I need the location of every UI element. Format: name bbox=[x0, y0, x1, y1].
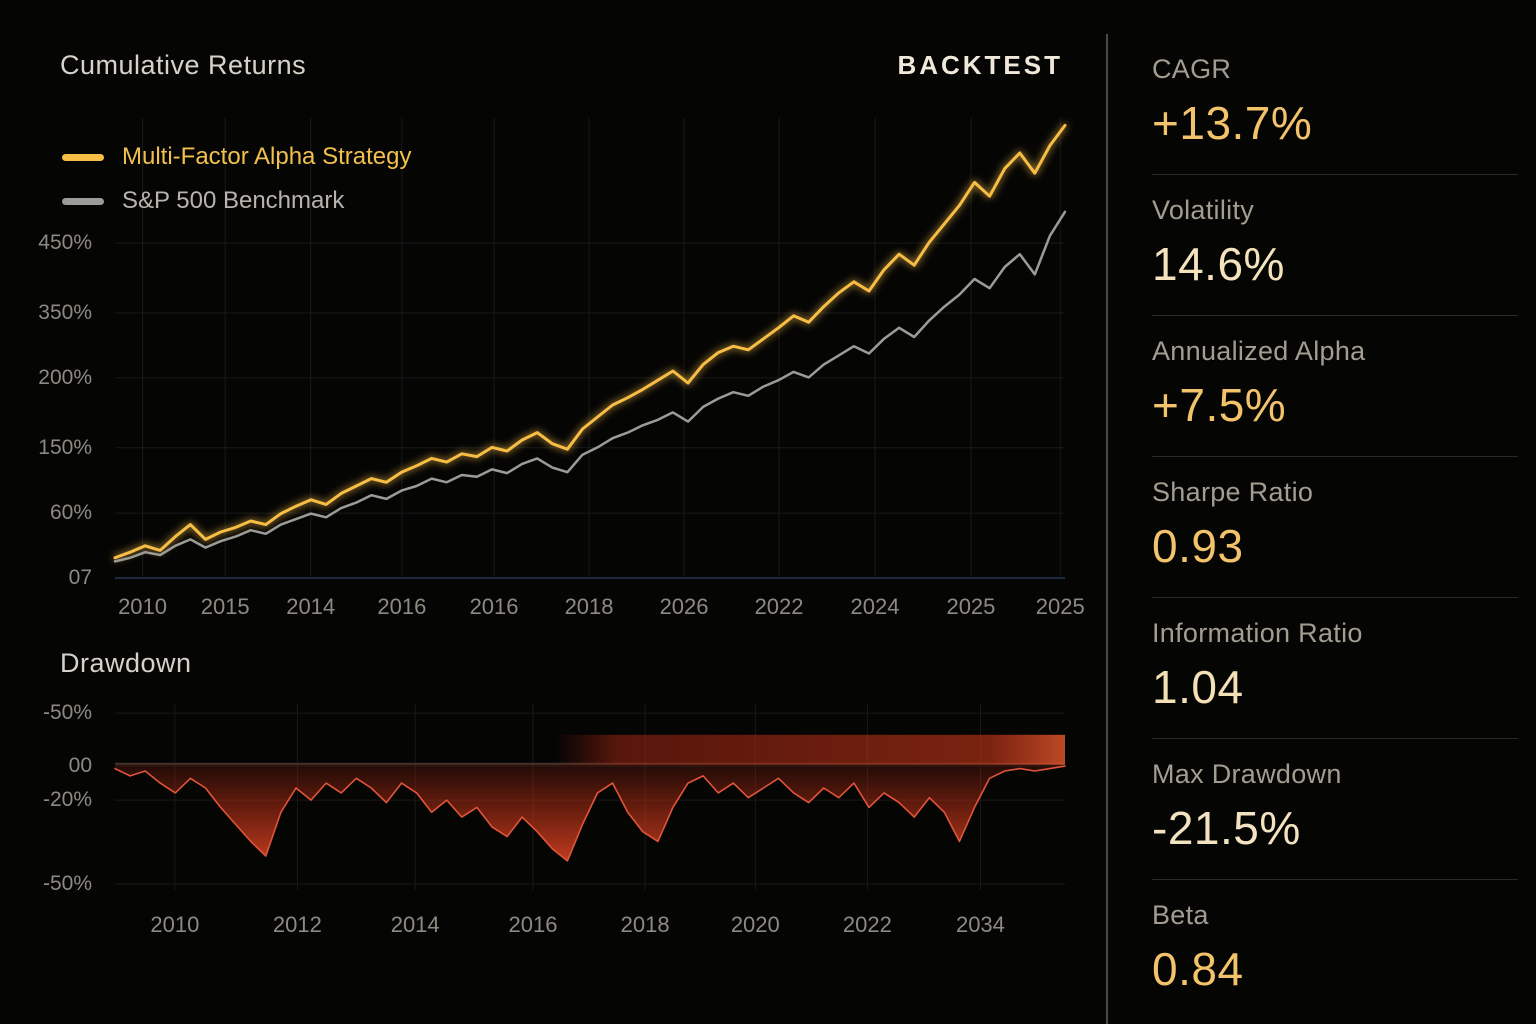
metric-value: 1.04 bbox=[1152, 661, 1244, 713]
metric-label: Beta bbox=[1152, 900, 1209, 930]
legend: Multi-Factor Alpha Strategy S&P 500 Bench… bbox=[62, 143, 411, 215]
legend-label: Multi-Factor Alpha Strategy bbox=[122, 143, 412, 170]
metric-label: Annualized Alpha bbox=[1152, 336, 1366, 366]
legend-label: S&P 500 Benchmark bbox=[122, 187, 345, 214]
y-tick-label: 60% bbox=[49, 501, 92, 525]
cumulative-chart-svg bbox=[113, 118, 1067, 579]
y-tick-label: 350% bbox=[38, 301, 92, 325]
x-tick-label: 2020 bbox=[730, 912, 780, 937]
y-tick-label: -50% bbox=[42, 701, 92, 725]
cumulative-chart bbox=[113, 118, 1067, 579]
metric-block: Sharpe Ratio 0.93 bbox=[1152, 457, 1518, 598]
x-tick-label: 2010 bbox=[118, 594, 168, 619]
metric-value: -21.5% bbox=[1152, 802, 1301, 854]
cumulative-chart-header: Cumulative Returns BACKTEST bbox=[60, 50, 1063, 81]
vertical-divider bbox=[1106, 34, 1108, 1024]
cumulative-x-axis: 2010 2015 2014 2016 2016 2018 2026 2022 2024 2025… bbox=[115, 594, 1085, 624]
cumulative-y-axis: 450% 350% 200% 150% 60% 07 bbox=[0, 118, 96, 589]
x-tick-label: 2015 bbox=[200, 594, 250, 619]
x-tick-label: 2010 bbox=[150, 912, 200, 937]
metric-label: Information Ratio bbox=[1152, 618, 1363, 648]
x-tick-label: 2014 bbox=[390, 912, 440, 937]
x-tick-label: 2012 bbox=[272, 912, 322, 937]
backtest-badge: BACKTEST bbox=[897, 50, 1063, 80]
drawdown-title: Drawdown bbox=[60, 648, 192, 678]
metric-block: Volatility 14.6% bbox=[1152, 175, 1518, 316]
legend-swatch bbox=[62, 153, 104, 161]
metric-value: +13.7% bbox=[1152, 97, 1313, 149]
legend-item: S&P 500 Benchmark bbox=[62, 187, 411, 215]
metrics-panel: CAGR +13.7% Volatility 14.6% Annualized … bbox=[1152, 30, 1518, 1020]
x-tick-label: 2018 bbox=[564, 594, 614, 619]
metric-value: 0.93 bbox=[1152, 520, 1244, 572]
metric-value: +7.5% bbox=[1152, 379, 1287, 431]
metric-value: 0.84 bbox=[1152, 943, 1244, 995]
metric-block: Annualized Alpha +7.5% bbox=[1152, 316, 1518, 457]
metric-label: Sharpe Ratio bbox=[1152, 477, 1314, 507]
y-tick-label: -50% bbox=[42, 872, 92, 896]
drawdown-y-axis: -50% 00 -20% -50% bbox=[0, 701, 96, 895]
metric-block: CAGR +13.7% bbox=[1152, 30, 1518, 175]
metric-label: Max Drawdown bbox=[1152, 759, 1342, 789]
x-tick-label: 2016 bbox=[377, 594, 427, 619]
x-tick-label: 2018 bbox=[620, 912, 670, 937]
x-tick-label: 2024 bbox=[850, 594, 900, 619]
x-tick-label: 2026 bbox=[659, 594, 709, 619]
drawdown-x-axis: 2010 2012 2014 2016 2018 2020 2022 2034 bbox=[115, 912, 1065, 942]
metric-block: Beta 0.84 bbox=[1152, 880, 1518, 1020]
x-tick-label: 2022 bbox=[754, 594, 804, 619]
x-tick-label: 2022 bbox=[842, 912, 892, 937]
x-tick-label: 2016 bbox=[508, 912, 558, 937]
x-tick-label: 2025 bbox=[946, 594, 996, 619]
metric-value: 14.6% bbox=[1152, 238, 1285, 290]
y-tick-label: 07 bbox=[68, 566, 92, 589]
x-tick-label: 2014 bbox=[286, 594, 336, 619]
y-tick-label: 00 bbox=[68, 754, 92, 778]
metric-block: Max Drawdown -21.5% bbox=[1152, 739, 1518, 880]
y-tick-label: 150% bbox=[38, 435, 92, 459]
metric-block: Information Ratio 1.04 bbox=[1152, 598, 1518, 739]
cumulative-returns-title: Cumulative Returns bbox=[60, 50, 307, 80]
x-tick-label: 2016 bbox=[469, 594, 519, 619]
metric-label: Volatility bbox=[1152, 195, 1255, 225]
x-tick-label: 2034 bbox=[955, 912, 1005, 937]
y-tick-label: 200% bbox=[38, 365, 92, 389]
x-tick-label: 2025 bbox=[1035, 594, 1085, 619]
drawdown-chart bbox=[114, 703, 1066, 890]
legend-swatch bbox=[62, 197, 104, 205]
legend-item: Multi-Factor Alpha Strategy bbox=[62, 143, 411, 171]
y-tick-label: 450% bbox=[38, 231, 92, 255]
metric-label: CAGR bbox=[1152, 54, 1232, 84]
y-tick-label: -20% bbox=[42, 788, 92, 812]
drawdown-chart-svg bbox=[114, 703, 1066, 890]
